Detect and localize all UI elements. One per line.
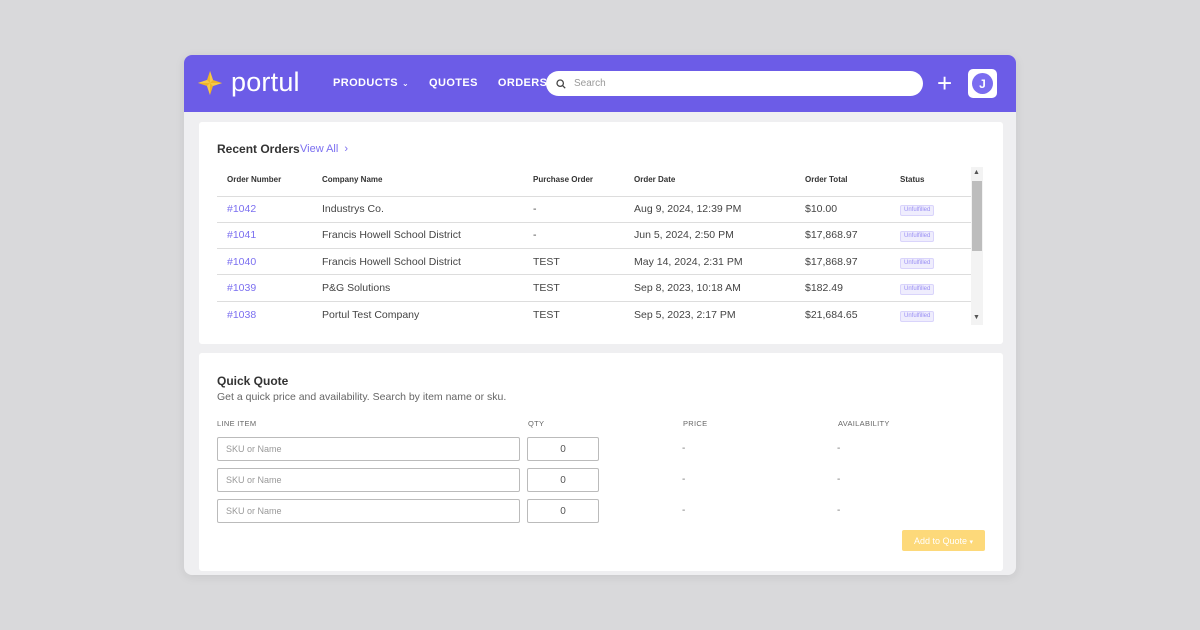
nav-quotes-label: QUOTES <box>429 77 478 89</box>
star-logo-icon <box>198 71 222 95</box>
order-number-link[interactable]: #1038 <box>227 308 257 321</box>
col-availability: AVAILABILITY <box>838 419 890 428</box>
company-cell: Francis Howell School District <box>312 222 523 250</box>
date-cell: Sep 5, 2023, 2:17 PM <box>634 308 736 321</box>
recent-orders-title: Recent Orders <box>217 142 300 156</box>
availability-value: - <box>837 443 841 454</box>
search-input[interactable] <box>574 78 894 89</box>
total-cell: $17,868.97 <box>795 222 890 250</box>
qty-input[interactable] <box>527 499 599 523</box>
total-cell: $10.00 <box>795 196 890 223</box>
price-value: - <box>682 505 686 516</box>
status-badge: Unfulfilled <box>900 257 935 269</box>
status-badge: Unfulfilled <box>900 310 935 322</box>
order-number-link[interactable]: #1040 <box>227 255 257 268</box>
line-item-input[interactable] <box>217 437 520 461</box>
view-all-label: View All <box>300 143 339 155</box>
table-row[interactable]: #1039 P&G Solutions TEST Sep 8, 2023, 10… <box>217 274 983 302</box>
col-line-item: LINE ITEM <box>217 419 257 428</box>
qty-input[interactable] <box>527 437 599 461</box>
col-order-number[interactable]: Order Number <box>217 164 312 197</box>
brand-logo[interactable]: portul <box>197 67 300 97</box>
search-bar <box>546 71 923 96</box>
status-badge: Unfulfilled <box>900 231 935 243</box>
app-window: portul PRODUCTS ⌄ QUOTES ORDERS + J <box>184 55 1016 575</box>
po-cell: TEST <box>533 308 560 321</box>
view-all-link[interactable]: View All › <box>300 143 348 155</box>
order-number-link[interactable]: #1042 <box>227 203 257 216</box>
chevron-down-icon: ⌄ <box>401 78 410 88</box>
chevron-down-icon: ▾ <box>969 538 974 546</box>
total-cell: $17,868.97 <box>795 248 890 276</box>
company-cell: Portul Test Company <box>322 308 420 321</box>
avatar-button[interactable]: J <box>968 69 997 98</box>
table-row[interactable]: #1040 Francis Howell School District TES… <box>217 248 983 276</box>
col-purchase-order[interactable]: Purchase Order <box>523 164 624 197</box>
avatar: J <box>972 73 993 94</box>
date-cell: May 14, 2024, 2:31 PM <box>624 248 795 276</box>
orders-scrollbar[interactable]: ▲ ▼ <box>971 167 983 325</box>
status-badge: Unfulfilled <box>900 284 935 296</box>
quick-quote-title: Quick Quote <box>217 374 289 388</box>
status-badge: Unfulfilled <box>900 205 935 217</box>
total-cell: $21,684.65 <box>805 308 858 321</box>
po-cell: - <box>523 222 624 250</box>
nav-products[interactable]: PRODUCTS ⌄ <box>333 77 409 89</box>
chevron-right-icon: › <box>344 143 349 155</box>
quick-quote-subtitle: Get a quick price and availability. Sear… <box>217 391 507 403</box>
date-cell: Sep 8, 2023, 10:18 AM <box>624 274 795 302</box>
plus-icon[interactable]: + <box>937 68 953 98</box>
line-item-input[interactable] <box>217 499 520 523</box>
po-cell: TEST <box>523 274 624 302</box>
recent-orders-card: Recent Orders View All › Order Number Co… <box>199 122 1003 344</box>
col-status[interactable]: Status <box>890 164 983 197</box>
top-nav-bar: portul PRODUCTS ⌄ QUOTES ORDERS + J <box>184 55 1016 112</box>
order-number-link[interactable]: #1041 <box>227 229 257 242</box>
nav-products-label: PRODUCTS <box>333 77 398 89</box>
line-item-input[interactable] <box>217 468 520 492</box>
order-number-link[interactable]: #1039 <box>227 282 257 295</box>
table-header-row: Order Number Company Name Purchase Order… <box>217 164 983 197</box>
qty-input[interactable] <box>527 468 599 492</box>
date-cell: Aug 9, 2024, 12:39 PM <box>624 196 795 223</box>
availability-value: - <box>837 474 841 485</box>
add-to-quote-button[interactable]: Add to Quote ▾ <box>902 530 985 551</box>
table-row[interactable]: #1041 Francis Howell School District - J… <box>217 222 983 250</box>
scroll-thumb[interactable] <box>972 181 982 251</box>
add-to-quote-label: Add to Quote <box>913 535 967 546</box>
company-cell: Francis Howell School District <box>312 248 523 276</box>
availability-value: - <box>837 505 841 516</box>
search-icon <box>556 78 566 89</box>
po-cell: TEST <box>523 248 624 276</box>
orders-table: Order Number Company Name Purchase Order… <box>217 164 983 327</box>
nav-orders[interactable]: ORDERS <box>498 77 547 89</box>
col-order-total[interactable]: Order Total <box>795 164 890 197</box>
company-cell: P&G Solutions <box>312 274 523 302</box>
col-order-date[interactable]: Order Date <box>624 164 795 197</box>
price-value: - <box>682 474 686 485</box>
date-cell: Jun 5, 2024, 2:50 PM <box>624 222 795 250</box>
main-nav: PRODUCTS ⌄ QUOTES ORDERS <box>333 77 567 89</box>
scroll-up-icon[interactable]: ▲ <box>973 169 980 176</box>
col-price: PRICE <box>683 419 708 428</box>
col-qty: QTY <box>528 419 545 428</box>
company-cell: Industrys Co. <box>312 196 523 223</box>
total-cell: $182.49 <box>795 274 890 302</box>
scroll-down-icon[interactable]: ▼ <box>973 314 980 321</box>
nav-quotes[interactable]: QUOTES <box>429 77 478 89</box>
nav-orders-label: ORDERS <box>497 77 548 89</box>
table-row[interactable]: #1038 Portul Test Company TEST Sep 5, 20… <box>217 301 983 327</box>
table-row[interactable]: #1042 Industrys Co. - Aug 9, 2024, 12:39… <box>217 196 983 223</box>
quick-quote-card: Quick Quote Get a quick price and availa… <box>199 353 1003 571</box>
price-value: - <box>682 443 686 454</box>
po-cell: - <box>523 196 624 223</box>
brand-name: portul <box>231 67 300 97</box>
col-company-name[interactable]: Company Name <box>312 164 523 197</box>
